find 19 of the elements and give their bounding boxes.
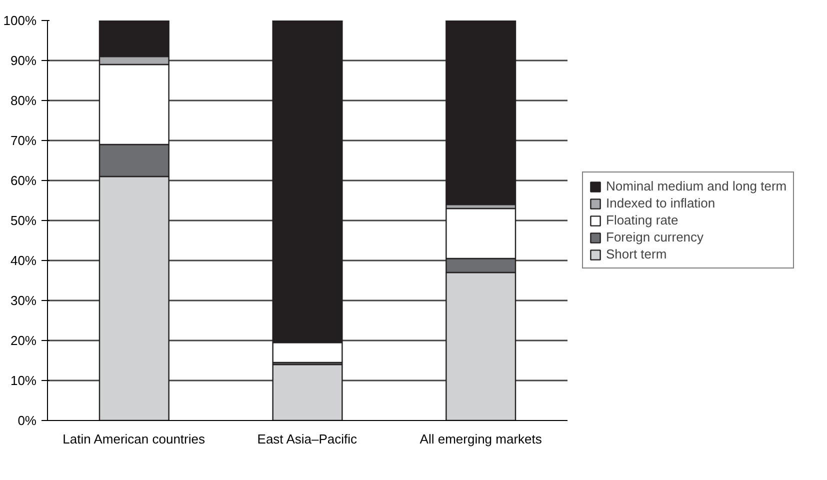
y-tick-label: 50% <box>10 213 37 228</box>
legend-label: Floating rate <box>606 212 678 228</box>
y-tick-label: 30% <box>10 293 37 308</box>
y-tick-label: 20% <box>10 333 37 348</box>
y-tick-label: 100% <box>3 13 37 28</box>
y-tick-label: 70% <box>10 133 37 148</box>
x-tick-label: Latin American countries <box>62 432 206 446</box>
y-tick-label: 0% <box>18 413 37 428</box>
y-tick-label: 80% <box>10 93 37 108</box>
y-tick-label: 40% <box>10 253 37 268</box>
y-tick-label: 10% <box>10 373 37 388</box>
legend-label: Short term <box>606 246 667 262</box>
legend-label: Nominal medium and long term <box>606 178 787 194</box>
y-tick-label: 60% <box>10 173 37 188</box>
x-tick-label: East Asia–Pacific <box>257 432 358 446</box>
y-tick-label: 90% <box>10 53 37 68</box>
legend-label: Foreign currency <box>606 230 704 244</box>
x-tick-label: All emerging markets <box>420 432 542 446</box>
legend-label: Indexed to inflation <box>606 196 716 210</box>
